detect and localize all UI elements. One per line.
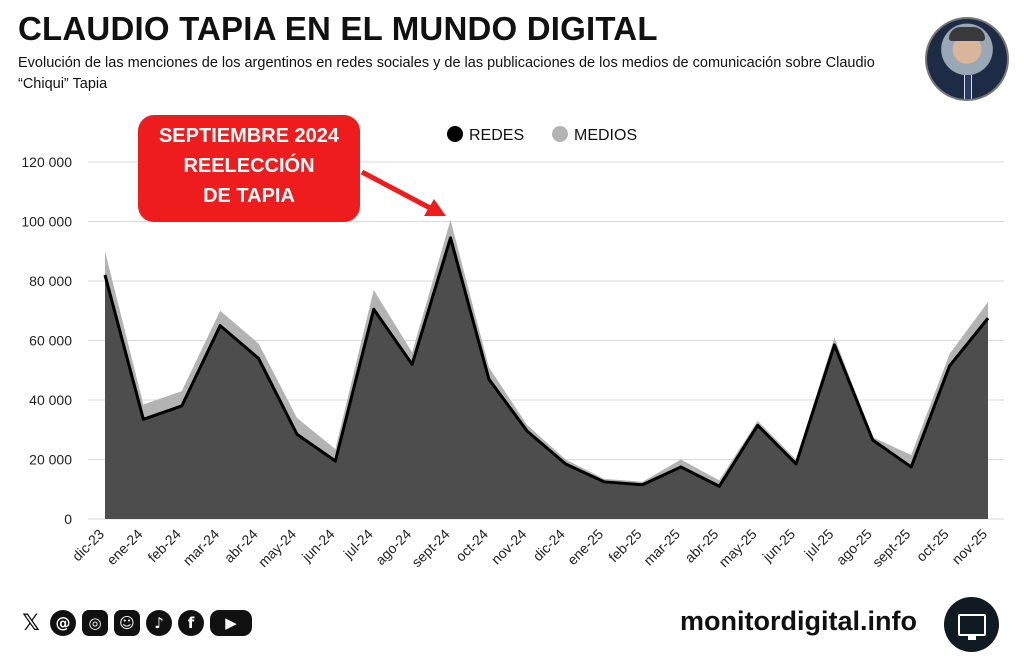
x-tick-label: jun-24 [298, 526, 338, 566]
area-redes [105, 237, 988, 520]
y-tick-label: 40 000 [29, 392, 72, 408]
chart-title: CLAUDIO TAPIA EN EL MUNDO DIGITAL [18, 10, 658, 47]
tiktok-icon[interactable]: ♪ [146, 610, 172, 636]
x-tick-label: may-24 [255, 526, 299, 570]
facebook-icon[interactable]: f [178, 610, 204, 636]
legend-marker-redes [447, 126, 463, 142]
y-tick-label: 60 000 [29, 333, 72, 349]
x-tick-label: mar-24 [180, 526, 223, 569]
legend-label-medios: MEDIOS [574, 127, 637, 144]
callout-line-3: DE TAPIA [203, 185, 295, 207]
site-url[interactable]: monitordigital.info [680, 606, 917, 636]
profile-photo [925, 17, 1009, 101]
callout-line-1: SEPTIEMBRE 2024 [159, 125, 340, 147]
x-tick-label: sept-25 [869, 526, 913, 570]
x-tick-label: feb-24 [145, 526, 185, 566]
series-areas [103, 220, 990, 520]
y-tick-label: 100 000 [21, 214, 72, 230]
x-tick-label: jul-25 [800, 526, 836, 562]
x-icon[interactable]: 𝕏 [18, 610, 44, 636]
x-tick-label: dic-23 [69, 526, 107, 564]
chart-subtitle: Evolución de las menciones de los argent… [18, 55, 875, 92]
y-axis-ticks: 0 20 000 40 000 60 000 80 000 100 000 120 000 [21, 154, 72, 527]
y-tick-label: 80 000 [29, 273, 72, 289]
x-tick-label: ago-25 [833, 526, 875, 568]
y-tick-label: 120 000 [21, 154, 72, 170]
x-tick-label: sept-24 [408, 526, 452, 570]
x-tick-label: mar-25 [640, 526, 683, 569]
callout-line-2: REELECCIÓN [183, 153, 314, 177]
x-tick-label: ago-24 [372, 526, 414, 568]
x-tick-label: dic-24 [530, 526, 568, 564]
y-tick-label: 0 [64, 511, 72, 527]
x-tick-label: may-25 [715, 526, 759, 570]
x-tick-label: nov-24 [488, 526, 530, 568]
callout-arrow-line [360, 169, 434, 212]
x-tick-label: jul-24 [340, 526, 376, 562]
y-tick-label: 20 000 [29, 452, 72, 468]
instagram-icon[interactable]: ◎ [82, 610, 108, 636]
legend-marker-medios [552, 126, 568, 142]
monitor-icon [944, 597, 999, 652]
social-icons: 𝕏 @ ◎ ☺ ♪ f ▶ [18, 610, 252, 636]
callout-arrow-head [424, 199, 446, 216]
x-tick-label: oct-24 [452, 526, 491, 565]
youtube-icon[interactable]: ▶ [210, 610, 252, 636]
callout-box [138, 115, 360, 222]
legend-label-redes: REDES [469, 127, 524, 144]
annotation-callout: SEPTIEMBRE 2024 REELECCIÓN DE TAPIA [138, 115, 446, 222]
x-tick-label: nov-25 [949, 526, 991, 568]
x-tick-label: ene-25 [564, 526, 606, 568]
threads-icon[interactable]: @ [50, 610, 76, 636]
legend: REDES MEDIOS [447, 126, 637, 144]
line-redes [103, 236, 990, 488]
x-tick-label: feb-25 [605, 526, 645, 566]
x-tick-label: oct-25 [913, 526, 952, 565]
kick-icon[interactable]: ☺ [114, 610, 140, 636]
x-tick-label: ene-24 [103, 526, 145, 568]
x-tick-label: jun-25 [759, 526, 799, 566]
